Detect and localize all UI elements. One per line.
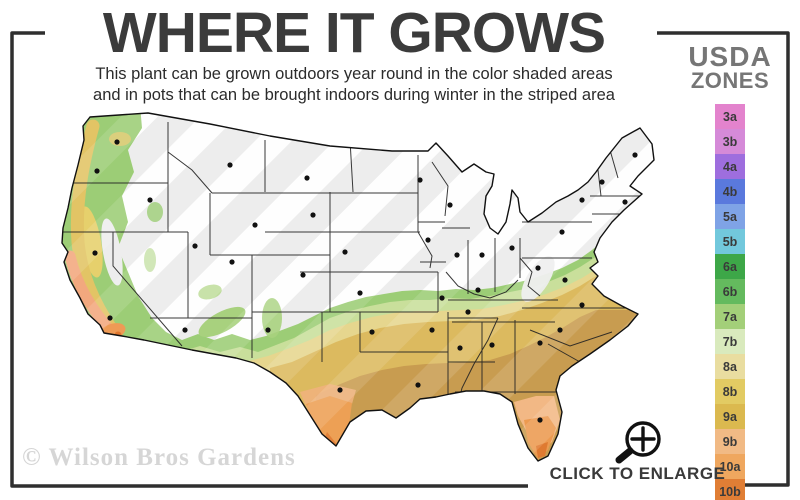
- subtitle-line-2: and in pots that can be brought indoors …: [93, 86, 615, 104]
- page-title: WHERE IT GROWS: [102, 1, 606, 65]
- click-to-enlarge-label[interactable]: CLICK TO ENLARGE: [549, 464, 726, 483]
- watermark: © Wilson Bros Gardens: [22, 444, 296, 471]
- zone-swatch: 10b: [715, 479, 745, 500]
- zone-swatch: 9b: [715, 429, 745, 454]
- zone-swatch: 4b: [715, 179, 745, 204]
- zone-swatch: 9a: [715, 404, 745, 429]
- us-outline: [61, 112, 655, 462]
- subtitle-line-1: This plant can be grown outdoors year ro…: [95, 65, 613, 83]
- legend-title-line-1: USDA: [688, 41, 772, 72]
- zone-swatch: 8b: [715, 379, 745, 404]
- zone-swatch: 3b: [715, 129, 745, 154]
- state-borders: [62, 122, 645, 412]
- zone-swatch: 4a: [715, 154, 745, 179]
- zone-swatch: 8a: [715, 354, 745, 379]
- magnifier-plus-icon[interactable]: [615, 421, 661, 464]
- legend-title-line-2: ZONES: [690, 68, 770, 93]
- zone-swatch: 7a: [715, 304, 745, 329]
- subtitle: This plant can be grown outdoors year ro…: [0, 64, 708, 106]
- zone-swatch: 10a: [715, 454, 745, 479]
- zone-swatch: 5a: [715, 204, 745, 229]
- city-dots: [92, 139, 638, 423]
- zone-swatch: 3a: [715, 104, 745, 129]
- us-map[interactable]: [40, 100, 700, 490]
- legend-title: USDA ZONES: [672, 41, 788, 93]
- zone-swatch: 5b: [715, 229, 745, 254]
- zone-swatch: 6a: [715, 254, 745, 279]
- zone-swatch: 6b: [715, 279, 745, 304]
- frame-border: [10, 31, 790, 488]
- zone-swatch: 7b: [715, 329, 745, 354]
- usda-zone-legend: 3a 3b 4a 4b 5a 5b 6a 6b 7a 7b 8a 8b 9a 9…: [715, 104, 745, 500]
